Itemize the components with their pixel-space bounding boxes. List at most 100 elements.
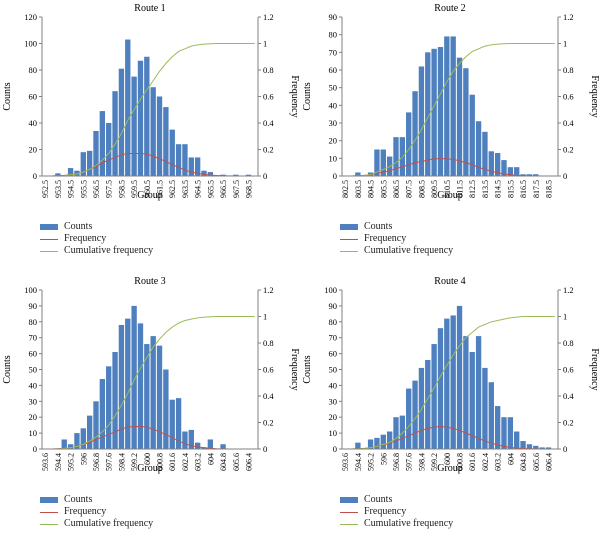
x-axis-label: Group (437, 463, 463, 474)
x-tick-label: 596 (379, 453, 388, 465)
chart-title: Route 4 (434, 276, 465, 287)
count-bar (494, 153, 501, 176)
legend-item-counts: Counts (340, 494, 453, 506)
count-bar (137, 323, 144, 449)
x-tick-label: 965.5 (206, 180, 215, 198)
x-tick-label: 968.5 (244, 180, 253, 198)
legend-label: Counts (364, 221, 393, 232)
chart-title: Route 2 (434, 3, 465, 14)
x-tick-label: 954.5 (67, 180, 76, 198)
x-tick-label: 817.5 (532, 180, 541, 198)
y-tick-label: 90 (29, 301, 38, 311)
legend-label: Cumulative frequency (64, 518, 154, 529)
y2-tick-label: 0.8 (563, 338, 574, 348)
y2-tick-label: 0 (563, 444, 567, 454)
count-bar (539, 447, 545, 449)
count-bar (393, 417, 399, 449)
count-bar (99, 111, 106, 176)
count-bar (67, 444, 74, 449)
legend-item-counts: Counts (40, 221, 153, 233)
x-tick-label: 962.5 (168, 180, 177, 198)
route-3-chart: Route 3 0 10 20 30 40 50 60 70 80 90 100 0 0.2 0.4 0.6 0… (0, 273, 300, 545)
x-tick-label: 605.6 (232, 453, 241, 471)
count-bar (188, 429, 194, 449)
x-tick-label: 606.4 (544, 453, 553, 471)
y2-tick-label: 0.8 (263, 338, 274, 348)
legend-swatch (340, 224, 358, 230)
count-bar (163, 369, 169, 449)
count-bar (194, 157, 201, 176)
x-tick-label: 966.5 (219, 180, 228, 198)
legend-item-frequency: Frequency (40, 506, 153, 518)
count-bar (437, 328, 444, 449)
x-tick-label: 816.5 (519, 180, 528, 198)
count-bar (74, 170, 80, 176)
y-tick-label: 10 (29, 428, 38, 438)
count-bar (412, 91, 418, 176)
y2-tick-label: 0.2 (563, 145, 574, 155)
count-bar (86, 415, 93, 449)
x-tick-label: 807.5 (405, 180, 414, 198)
x-tick-label: 602.4 (181, 453, 190, 471)
count-bar (520, 441, 526, 449)
y-tick-label: 30 (329, 118, 338, 128)
y2-axis-label: Frequency (589, 75, 600, 117)
count-bar (175, 398, 182, 449)
legend-item-cumulative: Cumulative frequency (340, 245, 453, 257)
x-tick-label: 808.5 (417, 180, 426, 198)
y-tick-label: 70 (329, 333, 338, 343)
y-tick-label: 100 (24, 285, 37, 295)
x-tick-label: 599.2 (430, 453, 439, 471)
count-bar (488, 382, 494, 449)
count-bar (201, 170, 207, 176)
count-bar (118, 324, 125, 449)
count-bar (425, 359, 431, 449)
legend-item-frequency: Frequency (40, 233, 153, 245)
count-bar (67, 168, 74, 176)
y2-tick-label: 0.4 (263, 118, 274, 128)
x-axis-label: Group (137, 190, 163, 201)
count-bar (182, 431, 188, 449)
x-tick-label: 597.6 (105, 453, 114, 471)
legend-label: Cumulative frequency (364, 245, 454, 256)
x-tick-label: 958.5 (117, 180, 126, 198)
count-bar (374, 437, 380, 449)
y-tick-label: 20 (29, 145, 38, 155)
y2-tick-label: 0.8 (563, 65, 574, 75)
y-tick-label: 80 (29, 65, 38, 75)
count-bar (437, 47, 444, 176)
x-tick-label: 953.5 (54, 180, 63, 198)
legend-label: Frequency (364, 506, 407, 517)
count-bar (144, 56, 150, 176)
y2-tick-label: 0.2 (263, 418, 274, 428)
x-tick-label: 604 (506, 453, 515, 465)
x-tick-label: 597.6 (405, 453, 414, 471)
count-bar (175, 144, 182, 176)
legend-item-counts: Counts (40, 494, 153, 506)
count-bar (386, 431, 393, 449)
cumulative-frequency-line (45, 43, 255, 177)
x-tick-label: 595.2 (67, 453, 76, 471)
count-bar (201, 447, 207, 449)
x-axis-label: Group (137, 463, 163, 474)
count-bar (475, 121, 482, 176)
x-tick-label: 960.5 (143, 180, 152, 198)
legend: Counts Frequency Cumulative frequency (340, 494, 453, 530)
legend-item-frequency: Frequency (340, 233, 453, 245)
count-bar (169, 399, 175, 449)
x-tick-label: 803.5 (354, 180, 363, 198)
x-tick-label: 594.4 (354, 453, 363, 471)
count-bar (93, 130, 99, 176)
count-bar (150, 336, 156, 449)
legend-swatch (40, 224, 58, 230)
legend-swatch (340, 250, 358, 252)
y-tick-label: 60 (29, 349, 38, 359)
count-bar (156, 96, 163, 176)
legend-swatch (340, 497, 358, 503)
x-tick-label: 805.5 (379, 180, 388, 198)
legend-label: Counts (364, 494, 393, 505)
y-tick-label: 40 (329, 100, 338, 110)
count-bar (514, 431, 520, 449)
y2-tick-label: 0.4 (563, 118, 574, 128)
y-tick-label: 80 (329, 30, 338, 40)
